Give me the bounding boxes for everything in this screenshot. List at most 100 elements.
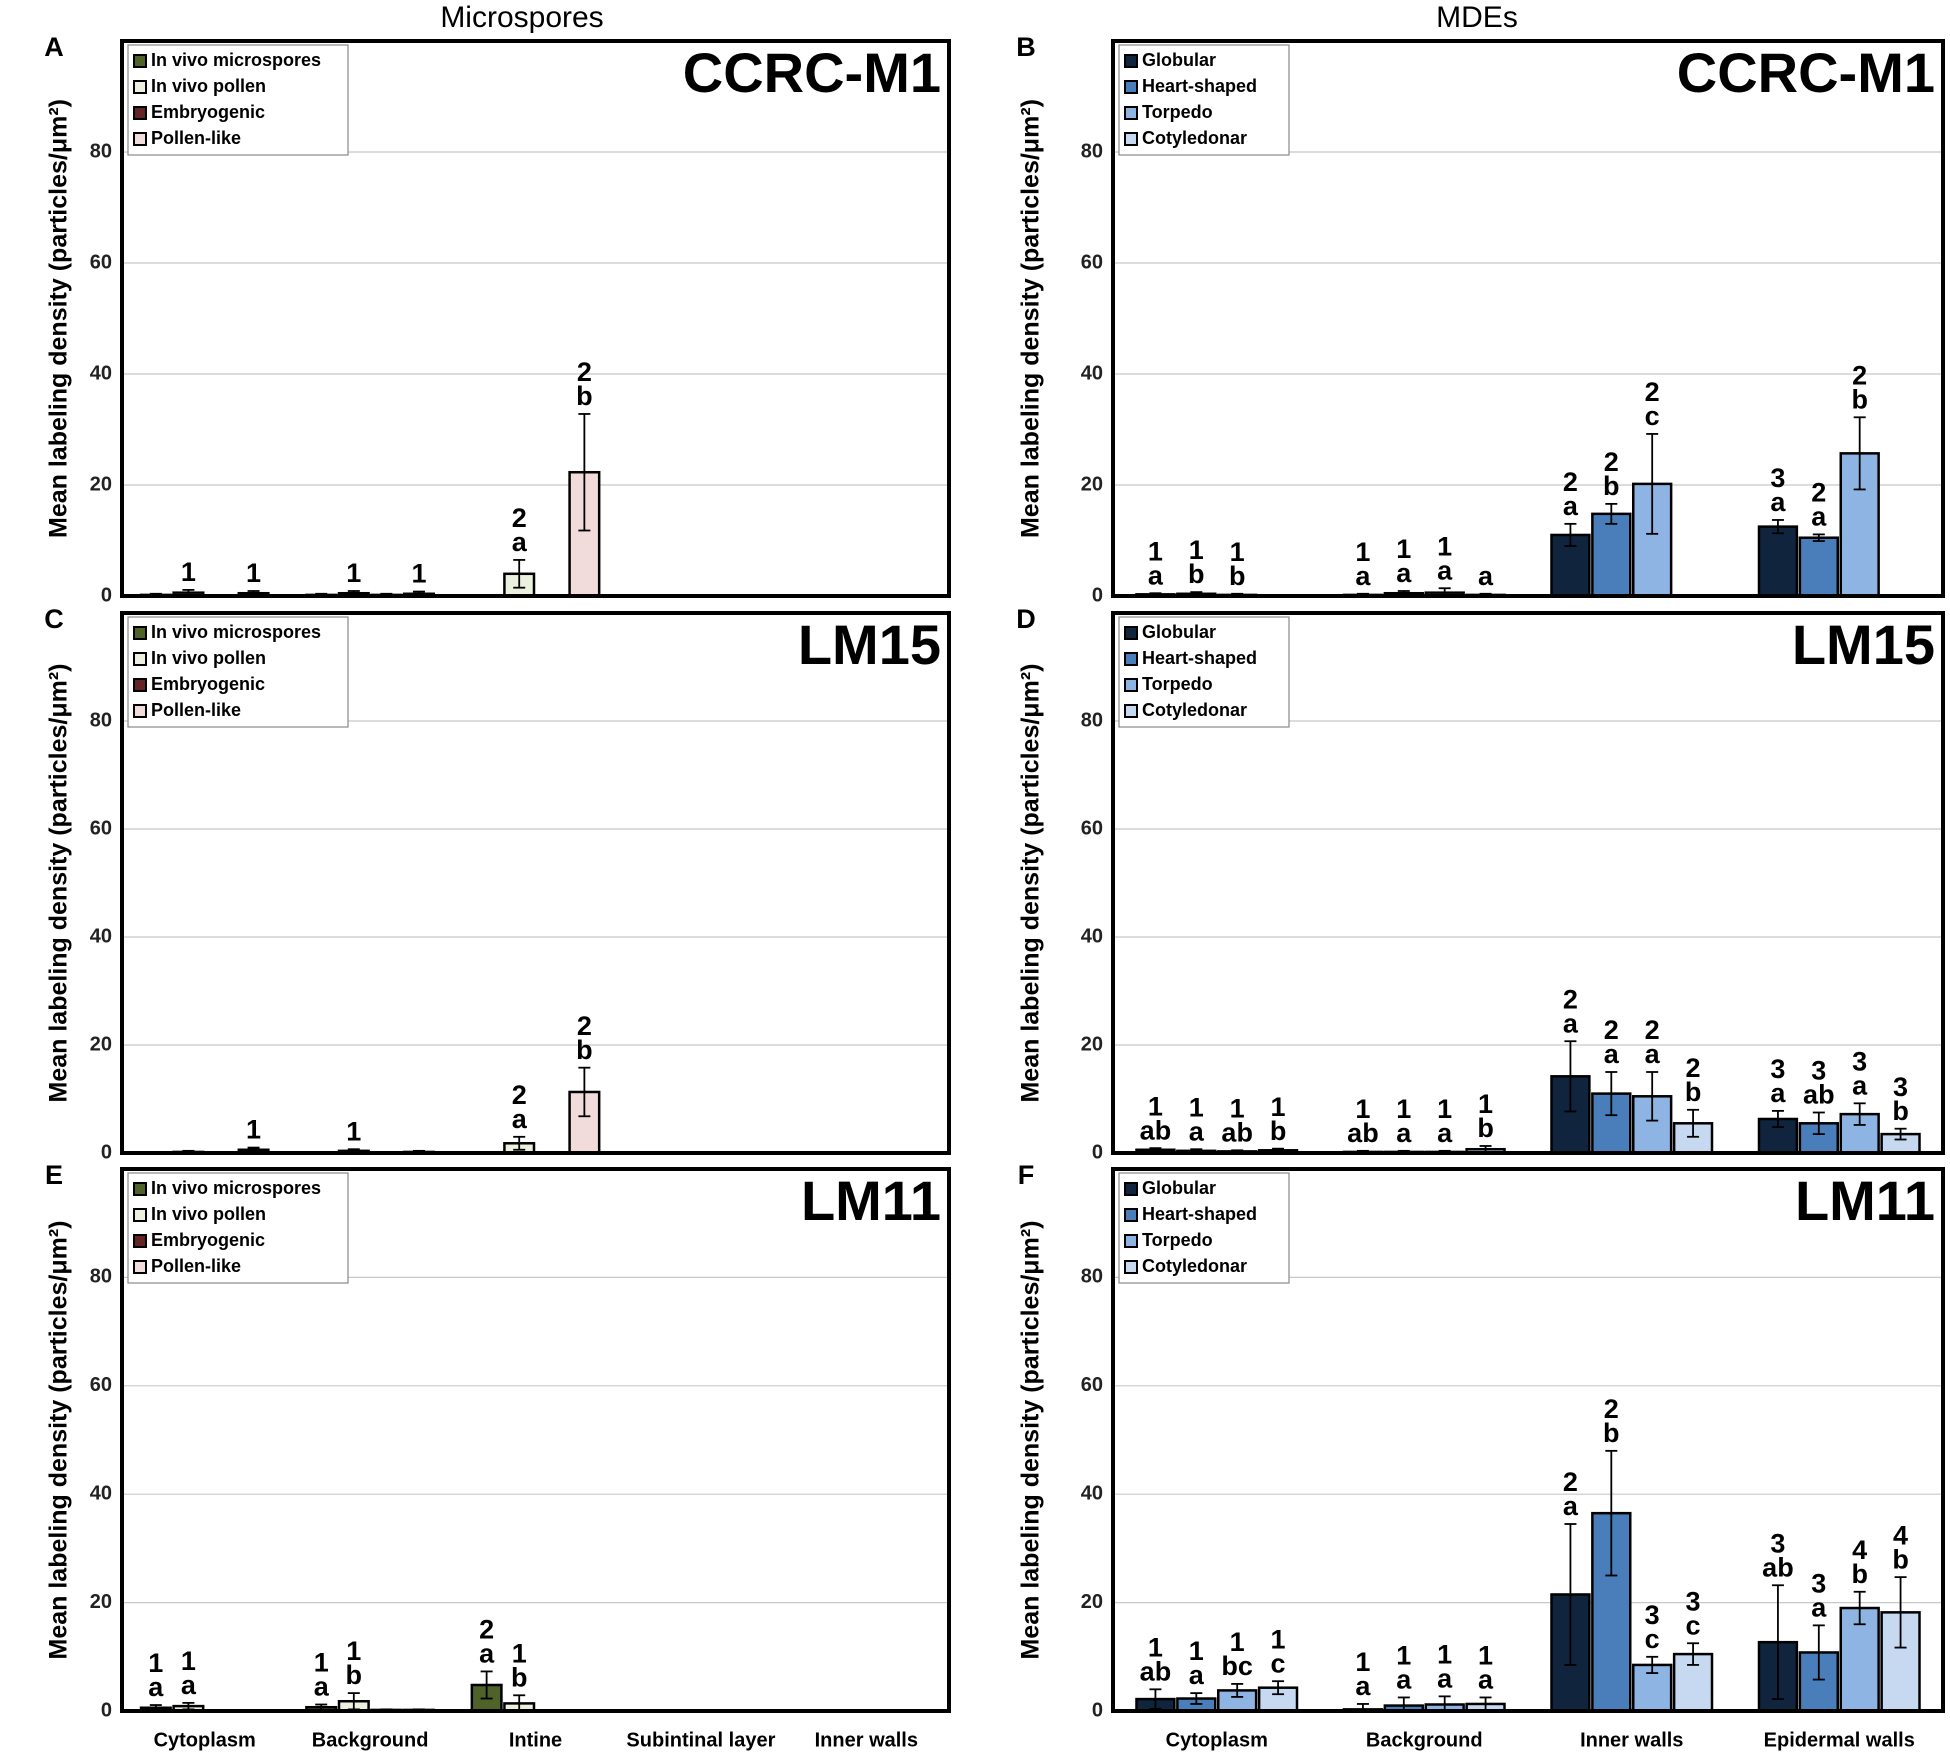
significance-number: 1: [1148, 536, 1163, 566]
y-tick-label: 80: [90, 709, 112, 731]
significance-letter: a: [1852, 1070, 1868, 1100]
panel-letter: E: [45, 1160, 63, 1190]
significance-letter: ab: [1140, 1656, 1172, 1686]
significance-letter: ab: [1803, 1080, 1835, 1110]
legend-swatch: [133, 132, 147, 146]
significance-number: 2: [1563, 1467, 1578, 1497]
legend-swatch: [1124, 1208, 1138, 1222]
significance-number: 2: [1604, 1394, 1619, 1424]
significance-letter: a: [1563, 1008, 1579, 1038]
y-tick-label: 80: [90, 1266, 112, 1288]
significance-letter: a: [1645, 1039, 1661, 1069]
legend-box: [127, 616, 349, 728]
significance-number: 1: [1478, 1641, 1493, 1671]
legend-label: Globular: [1142, 1178, 1216, 1198]
y-tick-label: 60: [90, 251, 112, 273]
legend-swatch: [133, 704, 147, 718]
significance-letter: b: [346, 1660, 363, 1690]
significance-number: 1: [1437, 1639, 1452, 1669]
legend-swatch: [1124, 80, 1138, 94]
significance-letter: b: [1477, 1113, 1494, 1143]
legend-label: In vivo microspores: [151, 1178, 321, 1198]
y-tick-label: 40: [90, 925, 112, 947]
panel-letter: A: [44, 32, 64, 62]
y-tick-label: 40: [1081, 1482, 1103, 1504]
significance-number: 1: [1437, 1094, 1452, 1124]
significance-letter: a: [1437, 555, 1453, 585]
y-tick-label: 80: [1081, 140, 1103, 162]
legend-swatch: [133, 1260, 147, 1274]
significance-letter: b: [1270, 1116, 1287, 1146]
bar: [1798, 536, 1840, 598]
y-tick-label: 0: [101, 1141, 112, 1163]
y-tick-label: 60: [90, 817, 112, 839]
significance-number: 3: [1893, 1072, 1908, 1102]
legend-swatch: [133, 626, 147, 640]
significance-number: 2: [1852, 360, 1867, 390]
significance-number: 1: [246, 1115, 261, 1145]
legend-label: Pollen-like: [151, 1256, 241, 1276]
significance-letter: a: [1355, 561, 1371, 591]
legend-swatch: [133, 106, 147, 120]
x-tick-label: Subintinal layer: [626, 1729, 775, 1751]
significance-letter: b: [1892, 1096, 1909, 1126]
legend-label: In vivo pollen: [151, 648, 266, 668]
y-tick-label: 60: [1081, 817, 1103, 839]
column-title: Microspores: [440, 1, 603, 34]
legend-swatch: [1124, 54, 1138, 68]
panel-title: LM11: [1795, 1169, 1935, 1232]
significance-letter: ab: [1347, 1118, 1379, 1148]
significance-letter: b: [576, 1035, 593, 1065]
significance-letter: a: [1437, 1663, 1453, 1693]
significance-letter: a: [314, 1672, 330, 1702]
legend-label: Globular: [1142, 622, 1216, 642]
panel-title: CCRC-M1: [1677, 41, 1935, 104]
y-tick-label: 60: [1081, 1374, 1103, 1396]
column-title: MDEs: [1436, 1, 1518, 34]
significance-letter: c: [1645, 401, 1660, 431]
panel-letter: B: [1016, 32, 1036, 62]
significance-letter: a: [148, 1672, 164, 1702]
significance-letter: b: [1892, 1544, 1909, 1574]
y-tick-label: 80: [90, 140, 112, 162]
significance-letter: c: [1645, 1624, 1660, 1654]
y-tick-label: 0: [101, 1699, 112, 1721]
panel-title: LM11: [801, 1169, 941, 1232]
y-tick-label: 20: [1081, 1591, 1103, 1613]
significance-number: 2: [1604, 447, 1619, 477]
significance-letter: a: [1437, 1118, 1453, 1148]
x-tick-label: Background: [312, 1729, 429, 1751]
y-tick-label: 80: [1081, 1266, 1103, 1288]
plot-frame: [120, 611, 951, 1155]
legend-label: In vivo microspores: [151, 622, 321, 642]
significance-letter: b: [576, 381, 593, 411]
significance-letter: a: [1396, 1665, 1412, 1695]
y-tick-label: 20: [1081, 1033, 1103, 1055]
legend-label: Globular: [1142, 50, 1216, 70]
y-tick-label: 20: [90, 473, 112, 495]
legend-label: In vivo pollen: [151, 76, 266, 96]
legend-label: Heart-shaped: [1142, 1204, 1257, 1224]
significance-letter: a: [1189, 1660, 1205, 1690]
significance-letter: a: [1396, 1118, 1412, 1148]
panel-letter: D: [1016, 604, 1036, 634]
bar: [1632, 482, 1673, 598]
x-tick-label: Cytoplasm: [1166, 1729, 1268, 1751]
y-tick-label: 0: [1092, 1699, 1103, 1721]
panel-title: LM15: [798, 613, 941, 676]
legend-swatch: [1124, 626, 1138, 640]
significance-number: 1: [1396, 1641, 1411, 1671]
panel-title: LM15: [1792, 613, 1935, 676]
bar: [1591, 512, 1632, 598]
legend-label: Embryogenic: [151, 674, 265, 694]
significance-number: 3: [1770, 1054, 1785, 1084]
legend-box: [127, 44, 349, 156]
significance-number: 1: [246, 558, 261, 588]
significance-letter: bc: [1221, 1651, 1253, 1681]
significance-number: 2: [512, 503, 527, 533]
significance-number: 2: [1811, 478, 1826, 508]
significance-letter: a: [512, 1104, 528, 1134]
y-axis-label: Mean labeling density (particles/μm²): [1017, 99, 1045, 538]
legend-label: Torpedo: [1142, 102, 1213, 122]
